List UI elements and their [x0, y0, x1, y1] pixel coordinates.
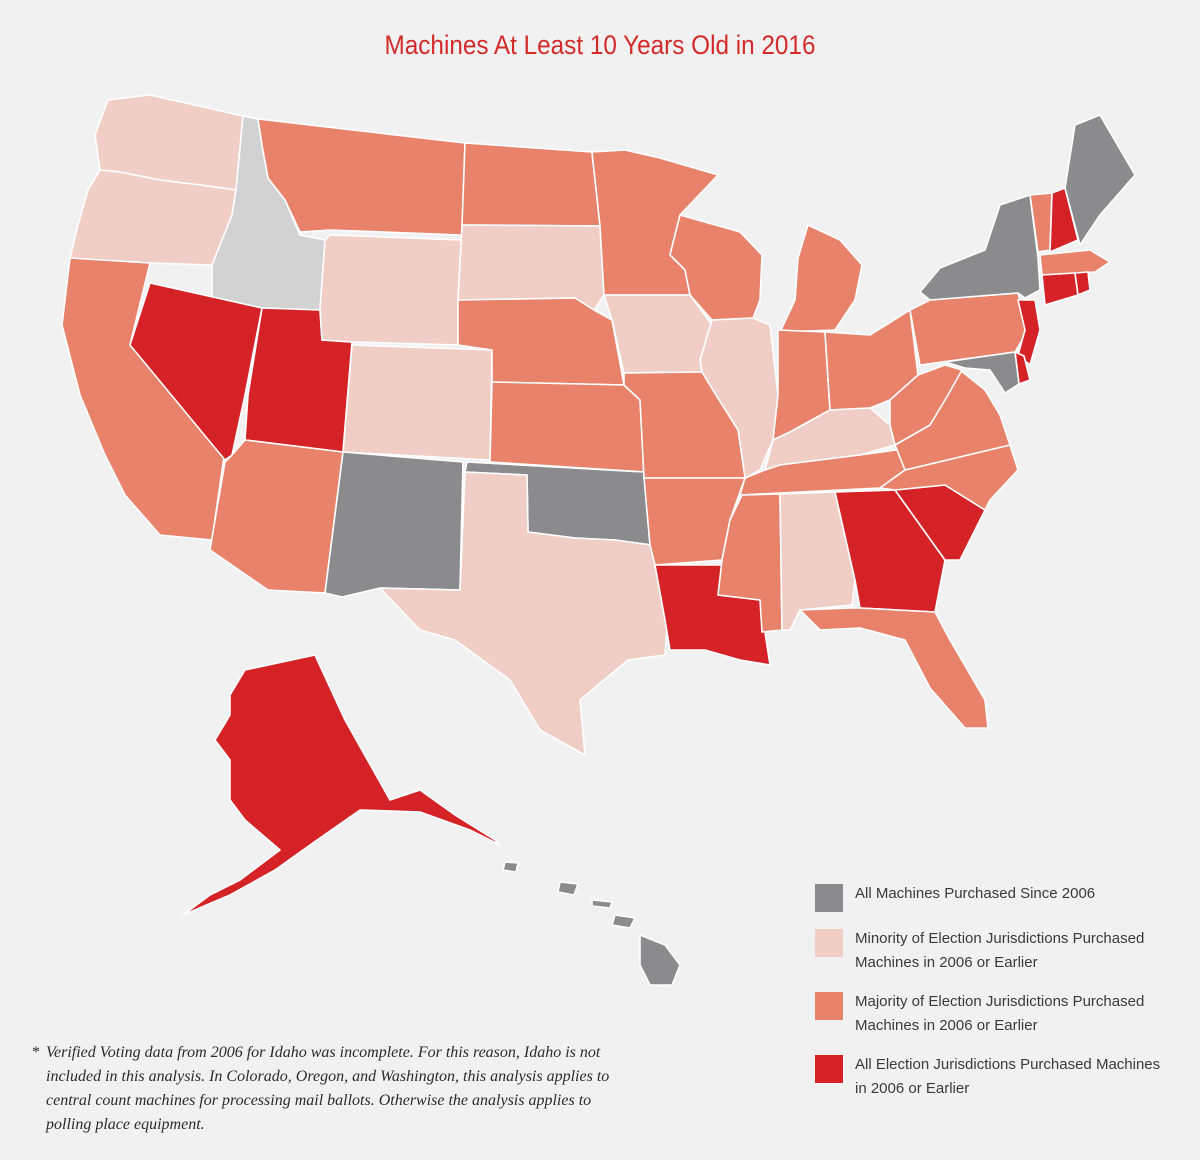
state-north-dakota[interactable] [461, 142, 601, 227]
footnote-text: Verified Voting data from 2006 for Idaho… [46, 1044, 610, 1133]
state-florida[interactable] [799, 607, 989, 729]
legend-item: Majority of Election Jurisdictions Purch… [815, 990, 1175, 1038]
state-arizona[interactable] [209, 439, 344, 594]
state-hawaii-kauai[interactable] [502, 861, 519, 873]
state-west-virginia[interactable] [889, 364, 963, 446]
legend-swatch [815, 1055, 843, 1083]
map-title: Machines At Least 10 Years Old in 2016 [384, 30, 816, 60]
footnote-marker: * [32, 1044, 40, 1061]
legend-label: Minority of Election Jurisdictions Purch… [855, 930, 1145, 971]
state-connecticut[interactable] [1041, 272, 1079, 306]
state-new-mexico[interactable] [324, 451, 464, 598]
legend-label: Majority of Election Jurisdictions Purch… [855, 993, 1145, 1034]
state-massachusetts[interactable] [1039, 249, 1111, 276]
state-kansas[interactable] [489, 381, 645, 473]
legend-item: Minority of Election Jurisdictions Purch… [815, 927, 1175, 975]
state-colorado[interactable] [342, 344, 493, 461]
state-maryland[interactable] [944, 351, 1020, 394]
state-maine[interactable] [1064, 114, 1136, 246]
legend: All Machines Purchased Since 2006 Minori… [815, 882, 1175, 1116]
legend-swatch [815, 929, 843, 957]
state-hawaii[interactable] [639, 934, 681, 986]
state-wyoming[interactable] [319, 234, 463, 346]
state-illinois[interactable] [699, 317, 779, 479]
state-new-jersey[interactable] [1017, 299, 1041, 366]
state-south-dakota[interactable] [457, 224, 605, 311]
legend-label: All Election Jurisdictions Purchased Mac… [855, 1056, 1161, 1097]
state-hawaii-molokai[interactable] [591, 899, 613, 909]
state-michigan[interactable] [779, 224, 863, 333]
legend-label: All Machines Purchased Since 2006 [855, 885, 1096, 902]
legend-item: All Machines Purchased Since 2006 [815, 882, 1175, 912]
legend-swatch [815, 992, 843, 1020]
state-texas[interactable] [379, 471, 669, 756]
state-california[interactable] [61, 257, 226, 541]
state-alaska[interactable] [182, 654, 501, 916]
footnote: * Verified Voting data from 2006 for Ida… [32, 1041, 632, 1137]
legend-swatch [815, 884, 843, 912]
legend-item: All Election Jurisdictions Purchased Mac… [815, 1053, 1175, 1101]
state-hawaii-oahu[interactable] [557, 881, 579, 896]
state-new-york[interactable] [919, 194, 1041, 301]
state-rhode-island[interactable] [1074, 271, 1091, 296]
state-hawaii-maui[interactable] [611, 914, 636, 929]
